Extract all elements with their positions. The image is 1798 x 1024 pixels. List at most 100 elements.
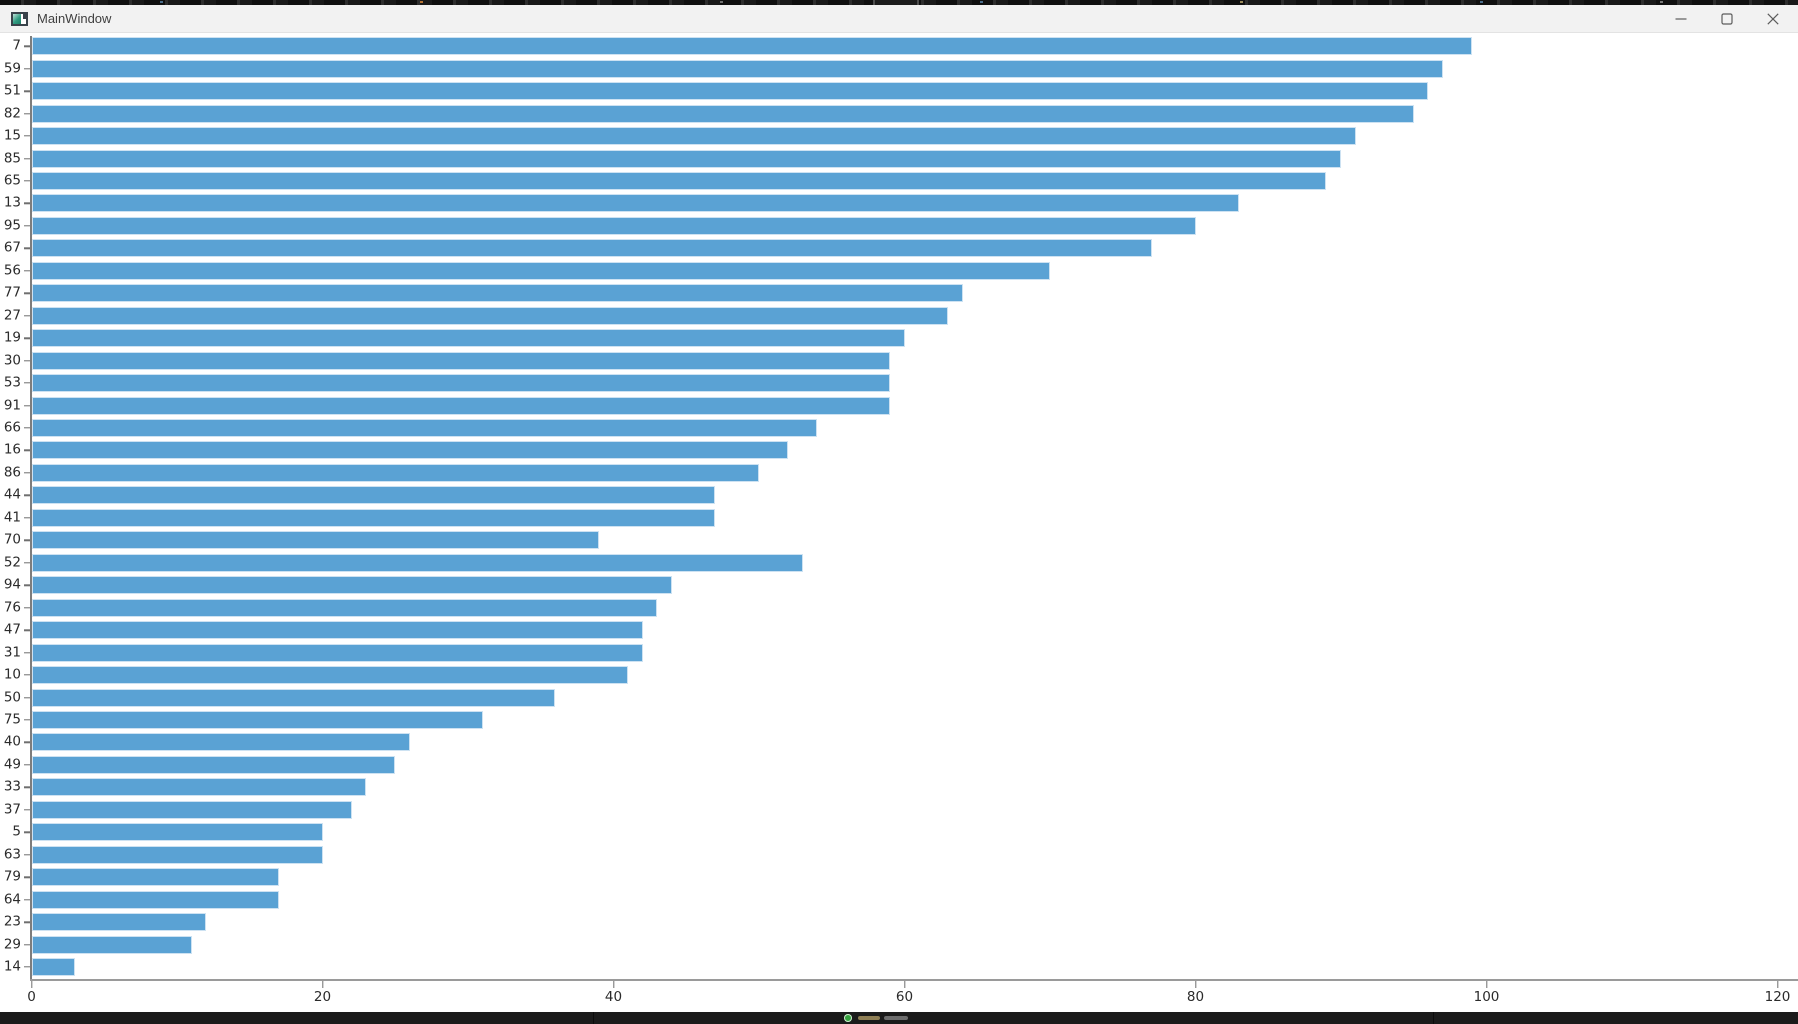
y-tick-mark bbox=[23, 719, 30, 721]
y-tick-mark bbox=[23, 135, 30, 137]
y-tick-mark bbox=[23, 180, 30, 182]
bar bbox=[31, 149, 1341, 168]
bar bbox=[31, 171, 1327, 190]
bar bbox=[31, 823, 323, 842]
y-tick-label: 23 bbox=[3, 913, 21, 930]
bar bbox=[31, 553, 803, 572]
bar bbox=[31, 194, 1240, 213]
y-tick-mark bbox=[23, 966, 30, 968]
y-tick-mark bbox=[23, 315, 30, 317]
y-tick-label: 66 bbox=[3, 419, 21, 436]
y-tick-label: 52 bbox=[3, 554, 21, 571]
bar bbox=[31, 890, 279, 909]
bar bbox=[31, 958, 76, 977]
y-tick-mark bbox=[23, 157, 30, 160]
y-tick-label: 51 bbox=[3, 82, 21, 99]
y-tick-mark bbox=[23, 247, 30, 250]
y-tick-label: 77 bbox=[3, 284, 21, 301]
y-tick-label: 49 bbox=[3, 756, 21, 773]
x-tick-mark bbox=[1485, 981, 1488, 988]
y-axis-line bbox=[30, 36, 32, 980]
bar bbox=[31, 688, 556, 707]
minimize-button[interactable] bbox=[1658, 5, 1704, 33]
bar bbox=[31, 104, 1414, 123]
y-tick-label: 82 bbox=[3, 104, 21, 121]
y-tick-label: 64 bbox=[3, 890, 21, 907]
y-tick-label: 59 bbox=[3, 59, 21, 76]
bar bbox=[31, 306, 949, 325]
bar bbox=[31, 935, 192, 954]
bar bbox=[31, 239, 1152, 258]
y-tick-label: 44 bbox=[3, 486, 21, 503]
bar bbox=[31, 37, 1472, 56]
bar bbox=[31, 486, 716, 505]
x-tick-label: 120 bbox=[1764, 989, 1791, 1005]
window-titlebar: MainWindow bbox=[0, 5, 1798, 33]
bar bbox=[31, 868, 279, 887]
y-tick-label: 67 bbox=[3, 239, 21, 256]
bar bbox=[31, 351, 890, 370]
y-tick-label: 70 bbox=[3, 531, 21, 548]
bar bbox=[31, 621, 643, 640]
y-tick-mark bbox=[23, 943, 30, 946]
bar bbox=[31, 396, 890, 415]
y-tick-label: 40 bbox=[3, 733, 21, 750]
y-tick-label: 75 bbox=[3, 711, 21, 728]
bar bbox=[31, 755, 396, 774]
indicator-text-fragment bbox=[884, 1016, 908, 1020]
y-tick-label: 13 bbox=[3, 194, 21, 211]
y-tick-mark bbox=[23, 854, 30, 856]
window-controls bbox=[1658, 5, 1796, 33]
y-tick-mark bbox=[23, 292, 30, 294]
x-tick-label: 80 bbox=[1186, 989, 1205, 1005]
bar bbox=[31, 216, 1196, 235]
y-tick-mark bbox=[23, 202, 30, 205]
y-tick-mark bbox=[23, 359, 30, 362]
y-tick-label: 86 bbox=[3, 464, 21, 481]
x-tick-mark bbox=[903, 981, 906, 988]
bar bbox=[31, 127, 1356, 146]
bar bbox=[31, 733, 410, 752]
bar bbox=[31, 778, 367, 797]
y-tick-mark bbox=[23, 539, 30, 542]
y-tick-label: 95 bbox=[3, 217, 21, 234]
y-tick-label: 30 bbox=[3, 351, 21, 368]
y-tick-mark bbox=[23, 876, 30, 878]
bar bbox=[31, 261, 1050, 280]
y-tick-label: 85 bbox=[3, 149, 21, 166]
bar bbox=[31, 576, 672, 595]
y-tick-label: 63 bbox=[3, 846, 21, 862]
y-tick-mark bbox=[23, 629, 30, 631]
screen-share-dot-icon bbox=[844, 1014, 852, 1022]
y-tick-mark bbox=[23, 382, 30, 384]
y-tick-mark bbox=[23, 651, 30, 654]
y-tick-mark bbox=[23, 427, 30, 429]
bar bbox=[31, 845, 323, 864]
bar bbox=[31, 463, 759, 482]
bar bbox=[31, 531, 599, 550]
close-icon bbox=[1767, 13, 1779, 25]
bar bbox=[31, 441, 789, 460]
bar bbox=[31, 59, 1443, 78]
y-tick-mark bbox=[23, 584, 30, 586]
close-button[interactable] bbox=[1750, 5, 1796, 33]
x-tick-label: 100 bbox=[1473, 989, 1500, 1005]
y-tick-mark bbox=[23, 404, 30, 407]
bar bbox=[31, 82, 1429, 101]
bar bbox=[31, 666, 629, 685]
minimize-icon bbox=[1675, 13, 1687, 25]
y-tick-mark bbox=[23, 696, 30, 699]
taskbar-separator bbox=[593, 1012, 594, 1024]
maximize-button[interactable] bbox=[1704, 5, 1750, 33]
x-tick-mark bbox=[612, 981, 615, 988]
y-tick-label: 14 bbox=[3, 958, 21, 975]
bar bbox=[31, 711, 483, 729]
y-tick-mark bbox=[23, 898, 30, 901]
y-tick-label: 76 bbox=[3, 598, 21, 615]
bar-chart: 7 59 51 82 15 85 65 13 95 67 56 77 27 19 30 53 91 66 16 86 4… bbox=[0, 33, 1798, 1012]
bar bbox=[31, 643, 643, 662]
y-tick-mark bbox=[23, 831, 30, 833]
bar bbox=[31, 598, 658, 617]
y-tick-label: 91 bbox=[3, 396, 21, 413]
app-window-icon bbox=[11, 11, 28, 26]
